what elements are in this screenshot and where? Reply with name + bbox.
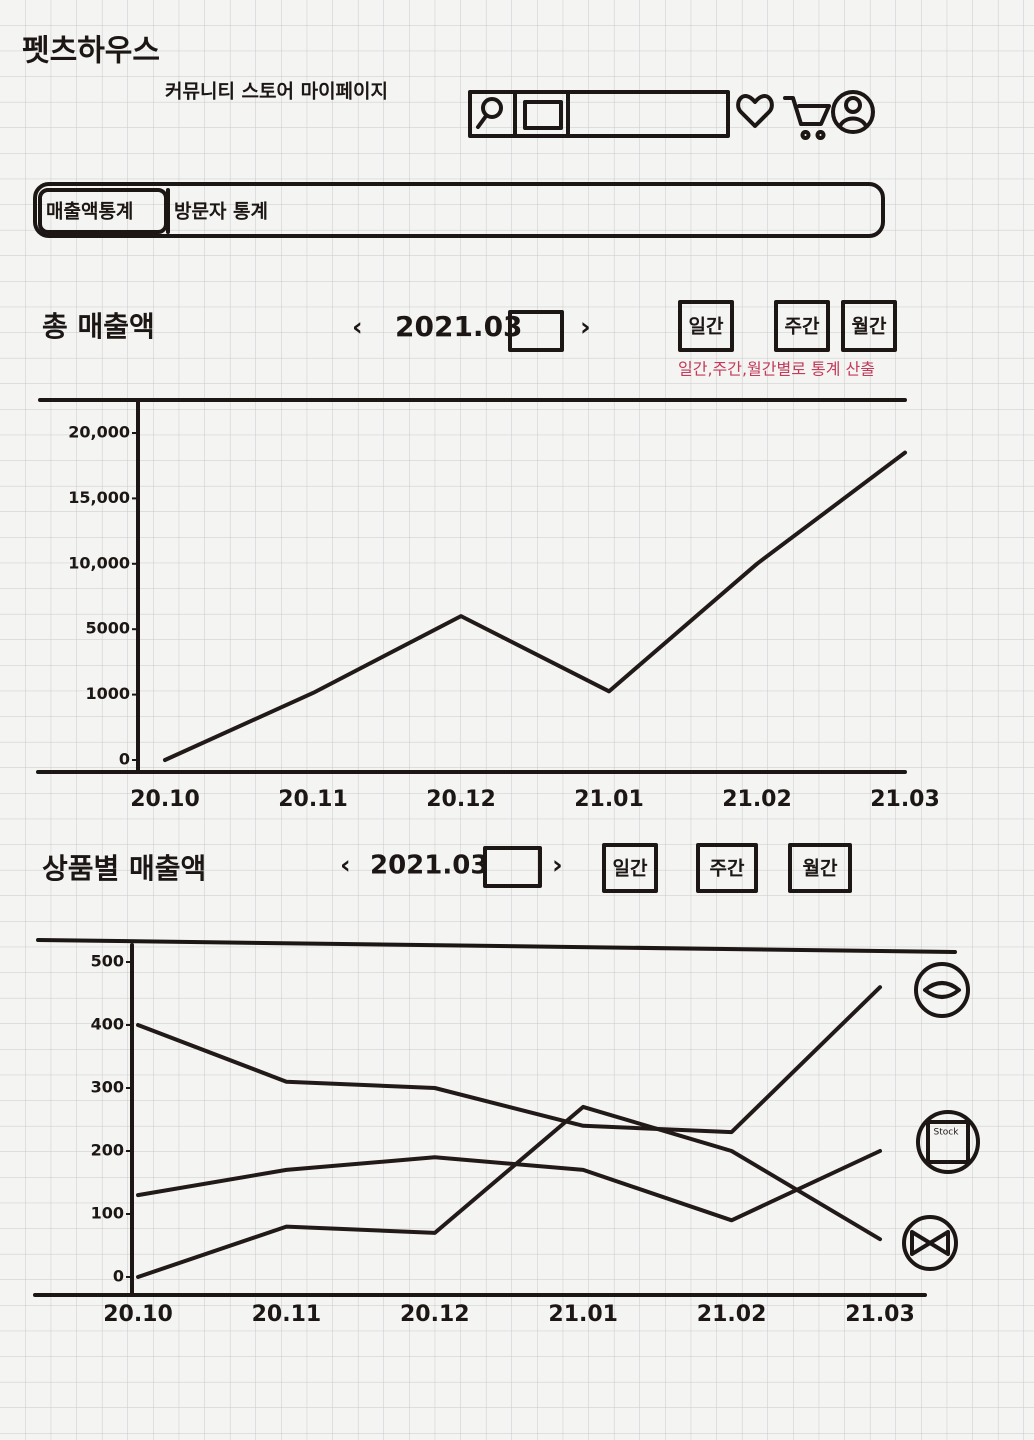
date: 2021.03 — [395, 310, 523, 343]
line — [136, 1149, 882, 1223]
product-icon — [902, 1215, 958, 1271]
tab[interactable]: 매출액통계 — [46, 201, 133, 223]
x-tick-label: 21.02 — [722, 787, 792, 812]
search-bar[interactable] — [468, 90, 730, 138]
x-tick-label: 20.12 — [426, 787, 496, 812]
y-tick-label: 0 — [119, 750, 130, 769]
x-tick-label: 20.12 — [400, 1302, 470, 1327]
y-tick-label: 5000 — [85, 619, 130, 638]
x-tick-label: 21.03 — [845, 1302, 915, 1327]
y-tick-label: 0 — [113, 1267, 124, 1286]
chart-frame — [33, 398, 957, 1297]
x-tick-label: 21.02 — [697, 1302, 767, 1327]
y-tick-label: 20,000 — [68, 423, 130, 442]
line — [136, 985, 882, 1135]
y-tick-label: 200 — [91, 1141, 124, 1160]
button-label[interactable]: 주간 — [710, 858, 745, 880]
y-tick-label: 1000 — [85, 684, 130, 703]
x-tick-label: 21.01 — [574, 787, 644, 812]
button-label[interactable]: 주간 — [785, 316, 820, 338]
next[interactable]: › — [580, 313, 591, 343]
prev[interactable]: ‹ — [340, 851, 351, 881]
x-tick-label: 21.01 — [548, 1302, 618, 1327]
nav[interactable]: 커뮤니티 스토어 마이페이지 — [165, 81, 388, 103]
product-icon — [914, 962, 970, 1018]
cart-icon[interactable] — [783, 96, 831, 140]
line — [136, 1104, 882, 1279]
section-title: 상품별 매출액 — [42, 852, 206, 885]
y-tick-label: 15,000 — [68, 488, 130, 507]
tab-bar — [33, 182, 885, 238]
y-tick-label: 400 — [91, 1015, 124, 1034]
x-tick-label: 20.11 — [252, 1302, 322, 1327]
prev[interactable]: ‹ — [352, 313, 363, 343]
user-icon[interactable] — [831, 90, 875, 134]
next[interactable]: › — [552, 851, 563, 881]
y-tick-label: 500 — [91, 952, 124, 971]
button-label[interactable]: 월간 — [803, 858, 838, 880]
x-tick-label: 20.10 — [103, 1302, 173, 1327]
line — [163, 450, 907, 762]
heart-icon[interactable] — [736, 94, 774, 128]
x-tick-label: 21.03 — [870, 787, 940, 812]
button[interactable] — [788, 843, 852, 893]
button[interactable] — [841, 300, 897, 352]
button[interactable] — [602, 843, 658, 893]
button-label[interactable]: 일간 — [613, 858, 648, 880]
button-label[interactable]: 일간 — [689, 316, 724, 338]
button[interactable] — [696, 843, 758, 893]
y-tick-label: 300 — [91, 1078, 124, 1097]
button[interactable] — [678, 300, 734, 352]
x-tick-label: 20.10 — [130, 787, 200, 812]
x-tick-label: 20.11 — [278, 787, 348, 812]
button[interactable] — [774, 300, 830, 352]
product-icon — [916, 1110, 980, 1174]
y-tick-label: 100 — [91, 1204, 124, 1223]
icon-label: Stock — [934, 1128, 960, 1138]
calendar-icon[interactable] — [483, 846, 542, 888]
y-tick-label: 10,000 — [68, 553, 130, 572]
tab[interactable]: 방문자 통계 — [174, 201, 268, 223]
calendar-icon[interactable] — [508, 310, 564, 352]
note: 일간,주간,월간별로 통계 산출 — [678, 360, 875, 379]
logo: 펫츠하우스 — [22, 34, 160, 69]
section-title: 총 매출액 — [42, 310, 155, 343]
date: 2021.03 — [370, 851, 488, 881]
button-label[interactable]: 월간 — [852, 316, 887, 338]
